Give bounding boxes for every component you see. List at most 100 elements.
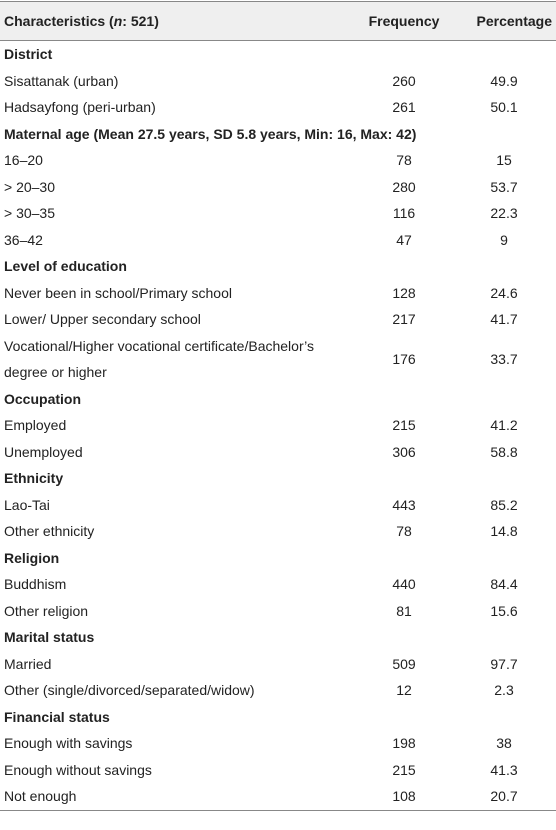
data-row: Hadsayfong (peri-urban) 261 50.1	[0, 94, 556, 121]
percentage: 38	[496, 735, 512, 751]
frequency: 443	[392, 496, 416, 513]
section-title: Occupation	[4, 390, 82, 407]
section-row: Level of education	[0, 253, 556, 280]
section-title: Level of education	[4, 258, 127, 274]
percentage: 15.6	[490, 602, 518, 619]
frequency: 176	[392, 350, 416, 367]
section-title: Religion	[4, 549, 60, 566]
frequency: 261	[392, 99, 416, 115]
frequency: 509	[392, 655, 416, 672]
section-row: Marital status	[0, 624, 556, 651]
table-body: District Sisattanak (urban) 260 49.9 Hadsayf…	[0, 41, 556, 811]
frequency: 81	[396, 602, 412, 619]
header-text: : 521)	[122, 12, 159, 29]
row-label: Enough with savings	[4, 735, 133, 751]
data-row: Vocational/Higher vocational certificate…	[0, 333, 556, 386]
frequency: 215	[392, 417, 416, 433]
row-label: Buddhism	[4, 576, 67, 592]
percentage: 50.1	[490, 99, 518, 115]
row-label: Other ethnicity	[4, 523, 95, 539]
section-title: Ethnicity	[4, 470, 64, 486]
row-label: Never been in school/Primary school	[4, 284, 232, 301]
characteristics-table: Characteristics (n: 521) Frequency Perce…	[0, 1, 556, 811]
row-label: Enough without savings	[4, 761, 152, 778]
percentage: 41.7	[490, 311, 518, 327]
frequency: 78	[396, 523, 412, 539]
row-label: Vocational/Higher vocational certificate…	[4, 337, 314, 381]
percentage: 15	[496, 152, 512, 168]
row-label: Sisattanak (urban)	[4, 72, 119, 89]
row-label: Employed	[4, 417, 67, 433]
data-row: Unemployed 306 58.8	[0, 439, 556, 466]
percentage: 85.2	[490, 496, 518, 513]
section-row: Occupation	[0, 386, 556, 413]
frequency: 280	[392, 178, 416, 195]
data-row: Never been in school/Primary school 128 24…	[0, 280, 556, 307]
frequency: 260	[392, 72, 416, 89]
row-label: Lower/ Upper secondary school	[4, 311, 201, 327]
table-header: Characteristics (n: 521) Frequency Perce…	[0, 1, 556, 41]
row-label: 36–42	[4, 231, 43, 248]
frequency: 440	[392, 576, 416, 592]
section-row: Maternal age (Mean 27.5 years, SD 5.8 ye…	[0, 121, 556, 148]
frequency: 217	[392, 311, 416, 327]
data-row: Other religion 81 15.6	[0, 598, 556, 625]
row-label: > 20–30	[4, 178, 55, 195]
section-title: District	[4, 46, 53, 62]
row-label: > 30–35	[4, 205, 55, 221]
data-row: Lower/ Upper secondary school 217 41.7	[0, 306, 556, 333]
data-row: 36–42 47 9	[0, 227, 556, 254]
row-label: Not enough	[4, 788, 77, 804]
header-characteristics: Characteristics (n: 521)	[0, 1, 356, 41]
percentage: 49.9	[490, 72, 518, 89]
row-label: Hadsayfong (peri-urban)	[4, 99, 156, 115]
header-frequency: Frequency	[356, 1, 452, 41]
data-row: Enough with savings 198 38	[0, 730, 556, 757]
data-row: > 30–35 116 22.3	[0, 200, 556, 227]
percentage: 20.7	[490, 788, 518, 804]
percentage: 22.3	[490, 205, 518, 221]
data-row: 16–20 78 15	[0, 147, 556, 174]
percentage: 2.3	[494, 682, 514, 698]
data-row: Other (single/divorced/separated/widow) 1…	[0, 677, 556, 704]
frequency: 12	[396, 682, 412, 698]
header-text: Characteristics (	[4, 12, 114, 29]
row-label: Married	[4, 655, 52, 672]
percentage: 9	[500, 231, 508, 248]
frequency: 47	[396, 231, 412, 248]
frequency: 198	[392, 735, 416, 751]
percentage: 41.2	[490, 417, 518, 433]
data-row: Buddhism 440 84.4	[0, 571, 556, 598]
row-label: 16–20	[4, 152, 43, 168]
header-row: Characteristics (n: 521) Frequency Perce…	[0, 1, 556, 41]
row-label: Lao-Tai	[4, 496, 50, 513]
frequency: 306	[392, 443, 416, 460]
data-row: Not enough 108 20.7	[0, 783, 556, 810]
data-row: > 20–30 280 53.7	[0, 174, 556, 201]
row-label: Other religion	[4, 602, 89, 619]
section-title: Financial status	[4, 708, 110, 725]
section-row: Financial status	[0, 704, 556, 731]
percentage: 33.7	[490, 350, 518, 367]
section-title: Maternal age (Mean 27.5 years, SD 5.8 ye…	[4, 125, 417, 142]
percentage: 97.7	[490, 655, 518, 672]
section-row: Religion	[0, 545, 556, 572]
frequency: 108	[392, 788, 416, 804]
row-label: Unemployed	[4, 443, 83, 460]
row-label: Other (single/divorced/separated/widow)	[4, 682, 255, 698]
percentage: 24.6	[490, 284, 518, 301]
header-percentage: Percentage	[452, 1, 556, 41]
frequency: 128	[392, 284, 416, 301]
frequency: 215	[392, 761, 416, 778]
percentage: 84.4	[490, 576, 518, 592]
section-title: Marital status	[4, 629, 95, 645]
data-row: Employed 215 41.2	[0, 412, 556, 439]
percentage: 14.8	[490, 523, 518, 539]
frequency: 116	[392, 205, 416, 221]
frequency: 78	[396, 152, 412, 168]
percentage: 53.7	[490, 178, 518, 195]
data-row: Sisattanak (urban) 260 49.9	[0, 68, 556, 95]
section-row: Ethnicity	[0, 465, 556, 492]
data-row: Married 509 97.7	[0, 651, 556, 678]
